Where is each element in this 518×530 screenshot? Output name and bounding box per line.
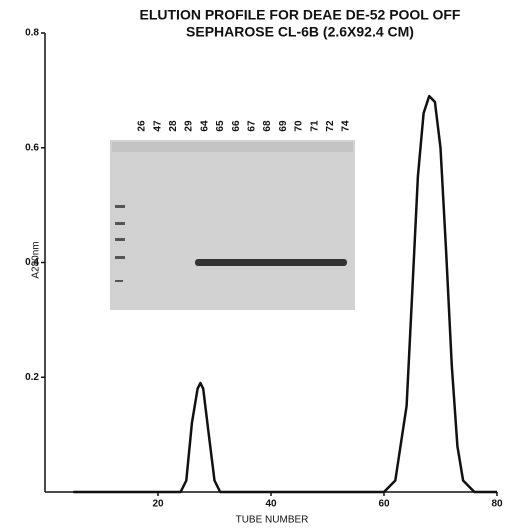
y-tick-label: 0.4 <box>25 257 39 268</box>
lane-label: 69 <box>278 120 289 132</box>
ladder <box>115 205 125 282</box>
gel-inset <box>110 140 355 310</box>
lane-label: 65 <box>215 120 226 132</box>
lane-label: 67 <box>247 120 258 132</box>
y-tick-label: 0.2 <box>25 372 39 383</box>
lane-label: 68 <box>262 120 273 132</box>
y-axis-label: A280nm <box>31 241 42 278</box>
gel-band <box>195 259 347 266</box>
y-tick-label: 0.8 <box>25 28 39 39</box>
chart-subtitle: SEPHAROSE CL-6B (2.6X92.4 CM) <box>186 24 414 40</box>
y-tick-label: 0.6 <box>25 142 39 153</box>
lane-label: 66 <box>231 120 242 132</box>
x-tick-label: 60 <box>378 499 390 510</box>
x-tick-label: 40 <box>265 499 277 510</box>
x-axis-label: TUBE NUMBER <box>236 515 309 526</box>
gel <box>110 140 355 310</box>
lane-label: 29 <box>184 120 195 132</box>
lane-label: 28 <box>168 120 179 132</box>
lane-label: 70 <box>294 120 305 132</box>
x-tick-label: 80 <box>491 499 503 510</box>
lane-label: 72 <box>325 120 336 132</box>
x-tick-label: 20 <box>152 499 164 510</box>
gel-wells <box>112 142 353 152</box>
lane-label: 74 <box>341 120 352 132</box>
chart-title: ELUTION PROFILE FOR DEAE DE-52 POOL OFF <box>140 7 461 23</box>
lane-label: 26 <box>137 120 148 132</box>
lane-label: 71 <box>309 120 320 132</box>
data-line <box>73 94 497 494</box>
lane-label: 47 <box>152 120 163 132</box>
lane-label: 64 <box>199 120 210 132</box>
